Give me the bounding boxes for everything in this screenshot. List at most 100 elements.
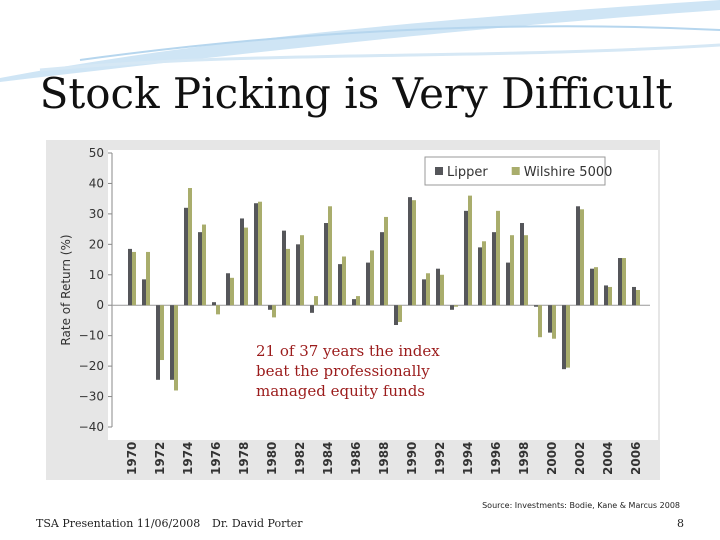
bar bbox=[198, 232, 202, 306]
bar bbox=[300, 235, 304, 306]
bar bbox=[128, 248, 132, 306]
x-tick-label: 1982 bbox=[293, 442, 307, 475]
x-tick-label: 2000 bbox=[545, 442, 559, 475]
bar bbox=[356, 296, 360, 306]
bar bbox=[258, 201, 262, 306]
bar bbox=[412, 200, 416, 306]
bar bbox=[520, 223, 524, 306]
legend-label: Lipper bbox=[447, 165, 488, 180]
bar bbox=[296, 244, 300, 306]
bar bbox=[576, 206, 580, 306]
bar bbox=[436, 268, 440, 306]
bar bbox=[160, 305, 164, 361]
y-tick-label: 30 bbox=[89, 207, 104, 221]
bar bbox=[566, 305, 570, 368]
bar bbox=[618, 258, 622, 306]
x-tick-label: 1988 bbox=[377, 442, 391, 475]
bar bbox=[226, 273, 230, 306]
footer-left: TSA Presentation 11/06/2008 bbox=[36, 517, 200, 530]
x-tick-label: 1976 bbox=[209, 442, 223, 475]
bar bbox=[268, 305, 272, 310]
x-tick-label: 1970 bbox=[125, 442, 139, 475]
bar bbox=[212, 302, 216, 306]
bar bbox=[282, 230, 286, 306]
x-tick-label: 2004 bbox=[601, 442, 615, 475]
source: Source: Investments: Bodie, Kane & Marcu… bbox=[482, 501, 680, 510]
bar bbox=[174, 305, 178, 391]
chart: 50 40 30 20 10 0 −10 −20 −30 −40 Rate of Return (%… bbox=[59, 146, 650, 475]
y-tick-label: −20 bbox=[79, 359, 104, 373]
x-tick-label: 1990 bbox=[405, 442, 419, 475]
x-tick-label: 1998 bbox=[517, 442, 531, 475]
bar bbox=[594, 267, 598, 306]
bar bbox=[240, 218, 244, 306]
bar bbox=[636, 290, 640, 306]
y-tick-label: −40 bbox=[79, 420, 104, 434]
bar bbox=[202, 224, 206, 306]
x-tick-label: 1986 bbox=[349, 442, 363, 475]
bar bbox=[590, 268, 594, 306]
swoosh bbox=[0, 0, 720, 82]
y-tick-label: 10 bbox=[89, 268, 104, 282]
bar bbox=[254, 203, 258, 306]
x-tick-label: 2006 bbox=[629, 442, 643, 475]
x-tick-label: 1994 bbox=[461, 442, 475, 475]
bar bbox=[310, 305, 314, 313]
y-tick-label: 20 bbox=[89, 237, 104, 251]
bar bbox=[156, 305, 160, 380]
bar bbox=[538, 305, 542, 338]
bar bbox=[366, 262, 370, 306]
y-axis-label: Rate of Return (%) bbox=[59, 234, 73, 345]
bar bbox=[450, 305, 454, 310]
bar bbox=[426, 273, 430, 306]
bar bbox=[380, 232, 384, 306]
bar bbox=[496, 210, 500, 306]
x-tick-label: 1996 bbox=[489, 442, 503, 475]
y-tick-label: 50 bbox=[89, 146, 104, 160]
bar bbox=[604, 285, 608, 306]
bar bbox=[370, 250, 374, 306]
bar bbox=[492, 232, 496, 306]
annotation: beat the professionally bbox=[256, 362, 430, 380]
legend-label: Wilshire 5000 bbox=[524, 165, 613, 180]
bar bbox=[534, 305, 538, 307]
bar bbox=[468, 195, 472, 306]
y-tick-label: 0 bbox=[96, 298, 104, 312]
bar bbox=[230, 277, 234, 306]
swoosh bbox=[79, 25, 720, 61]
legend-swatch bbox=[435, 167, 443, 175]
annotation: managed equity funds bbox=[256, 382, 425, 400]
bar bbox=[314, 296, 318, 306]
bar bbox=[506, 262, 510, 306]
y-tick-label: −10 bbox=[79, 329, 104, 343]
bar bbox=[478, 247, 482, 306]
bar bbox=[324, 223, 328, 306]
bar bbox=[146, 251, 150, 306]
bar bbox=[408, 197, 412, 306]
bar bbox=[422, 279, 426, 306]
bar bbox=[272, 305, 276, 318]
bar bbox=[580, 209, 584, 306]
bar bbox=[548, 305, 552, 333]
bar bbox=[464, 210, 468, 306]
x-tick-label: 1978 bbox=[237, 442, 251, 475]
bar bbox=[524, 235, 528, 306]
x-tick-label: 1980 bbox=[265, 442, 279, 475]
x-tick-label: 1974 bbox=[181, 442, 195, 475]
bar bbox=[384, 216, 388, 306]
bar bbox=[244, 227, 248, 306]
bar bbox=[398, 305, 402, 322]
bar bbox=[184, 207, 188, 306]
bar bbox=[216, 305, 220, 315]
slide-title: Stock Picking is Very Difficult bbox=[40, 69, 673, 118]
bar bbox=[132, 251, 136, 306]
x-tick-label: 1984 bbox=[321, 442, 335, 475]
bar bbox=[482, 241, 486, 306]
bar bbox=[454, 305, 458, 307]
bar bbox=[622, 258, 626, 306]
bar bbox=[188, 188, 192, 306]
bar bbox=[608, 286, 612, 306]
bar bbox=[342, 256, 346, 306]
x-tick-label: 2002 bbox=[573, 442, 587, 475]
